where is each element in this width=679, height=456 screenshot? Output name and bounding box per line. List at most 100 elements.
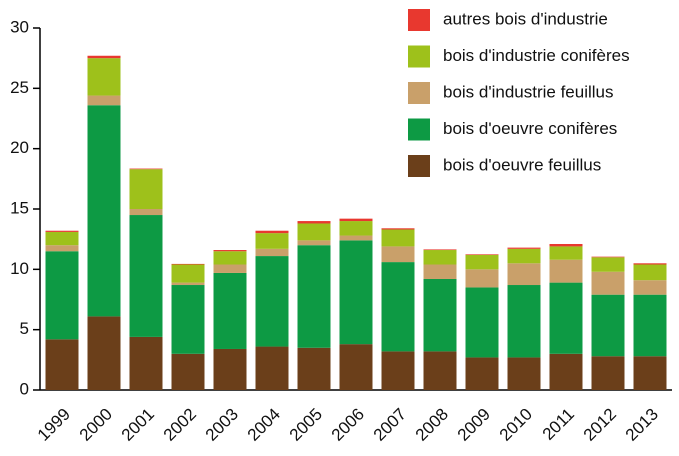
y-tick-label: 0: [20, 379, 29, 398]
legend-label: bois d'oeuvre conifères: [443, 119, 617, 138]
bar-segment: [255, 346, 289, 390]
bar-segment: [213, 250, 247, 252]
bar-segment: [465, 254, 499, 270]
bar-segment: [633, 263, 667, 265]
bar-segment: [129, 209, 163, 216]
bar-segment: [87, 105, 121, 317]
x-tick-label: 1999: [34, 405, 74, 445]
bar-segment: [381, 351, 415, 390]
bar-segment: [45, 339, 79, 390]
bar-segment: [549, 243, 583, 247]
legend-label: bois d'industrie feuillus: [443, 82, 614, 101]
legend-swatch: [408, 118, 430, 141]
bar-segment: [171, 353, 205, 390]
y-tick-label: 20: [10, 138, 29, 157]
bar-segment: [423, 278, 457, 352]
bar-segment: [423, 351, 457, 390]
bar-segment: [633, 356, 667, 390]
bar-segment: [255, 248, 289, 257]
legend-label: bois d'industrie conifères: [443, 46, 630, 65]
bar-segment: [171, 285, 205, 354]
legend-label: bois d'oeuvre feuillus: [443, 155, 601, 174]
x-tick-label: 2005: [286, 405, 326, 445]
bar-segment: [87, 58, 121, 96]
bar-segment: [591, 257, 625, 272]
bar-segment: [591, 271, 625, 295]
bar-segment: [45, 230, 79, 232]
bar-segment: [633, 264, 667, 281]
bar-segment: [549, 259, 583, 283]
bar-segment: [507, 248, 541, 264]
bar-segment: [129, 169, 163, 209]
bar-segment: [549, 353, 583, 390]
bar-segment: [507, 263, 541, 286]
legend-label: autres bois d'industrie: [443, 9, 608, 28]
bar-segment: [87, 95, 121, 106]
bar-segment: [549, 282, 583, 354]
bar-segment: [213, 264, 247, 273]
x-tick-label: 2001: [118, 405, 158, 445]
legend-swatch: [408, 155, 430, 177]
bar-segment: [591, 294, 625, 357]
bar-segment: [171, 282, 205, 286]
legend-swatch: [408, 45, 430, 68]
bar-segment: [255, 230, 289, 234]
y-tick-label: 25: [10, 78, 29, 97]
bar-segment: [465, 269, 499, 288]
bar-segment: [507, 247, 541, 249]
bar-segment: [87, 316, 121, 390]
x-tick-label: 2004: [244, 405, 284, 445]
bar-segment: [213, 251, 247, 265]
bar-segment: [339, 240, 373, 345]
bar-segment: [297, 221, 331, 224]
bar-segment: [381, 228, 415, 230]
bar-segment: [633, 280, 667, 295]
y-tick-label: 10: [10, 259, 29, 278]
x-tick-label: 2006: [328, 405, 368, 445]
legend-swatch: [408, 9, 430, 31]
bar-segment: [339, 344, 373, 390]
bar-segment: [465, 357, 499, 390]
bar-segment: [339, 221, 373, 236]
bar-segment: [129, 168, 163, 170]
bar-segment: [213, 272, 247, 349]
x-tick-label: 2009: [454, 405, 494, 445]
y-tick-label: 15: [10, 198, 29, 217]
legend-swatch: [408, 82, 430, 104]
bar-segment: [45, 231, 79, 246]
bar-segment: [549, 246, 583, 260]
bar-segment: [45, 245, 79, 252]
bar-segment: [507, 357, 541, 390]
bar-segment: [633, 294, 667, 357]
bar-segment: [339, 218, 373, 222]
x-tick-label: 2011: [539, 405, 578, 444]
x-tick-label: 2012: [580, 405, 620, 445]
y-tick-label: 30: [10, 17, 29, 36]
bar-segment: [465, 254, 499, 255]
bar-segment: [339, 235, 373, 241]
bar-segment: [297, 223, 331, 241]
x-tick-label: 2003: [202, 405, 242, 445]
bar-segment: [129, 336, 163, 390]
x-tick-label: 2013: [622, 405, 662, 445]
bar-segment: [423, 264, 457, 279]
x-tick-label: 2008: [412, 405, 452, 445]
bar-segment: [171, 264, 205, 283]
bar-segment: [507, 285, 541, 358]
bar-segment: [465, 287, 499, 358]
bar-segment: [213, 348, 247, 390]
bar-segment: [423, 249, 457, 251]
bar-segment: [591, 256, 625, 258]
bar-segment: [171, 263, 205, 265]
bar-segment: [297, 245, 331, 348]
bar-segment: [591, 356, 625, 390]
bar-segment: [297, 347, 331, 390]
bar-segment: [255, 256, 289, 347]
bar-segment: [129, 215, 163, 337]
bar-segment: [87, 55, 121, 59]
y-tick-label: 5: [20, 319, 29, 338]
x-tick-label: 2007: [370, 405, 410, 445]
bar-segment: [297, 240, 331, 246]
x-tick-label: 2010: [496, 405, 536, 445]
